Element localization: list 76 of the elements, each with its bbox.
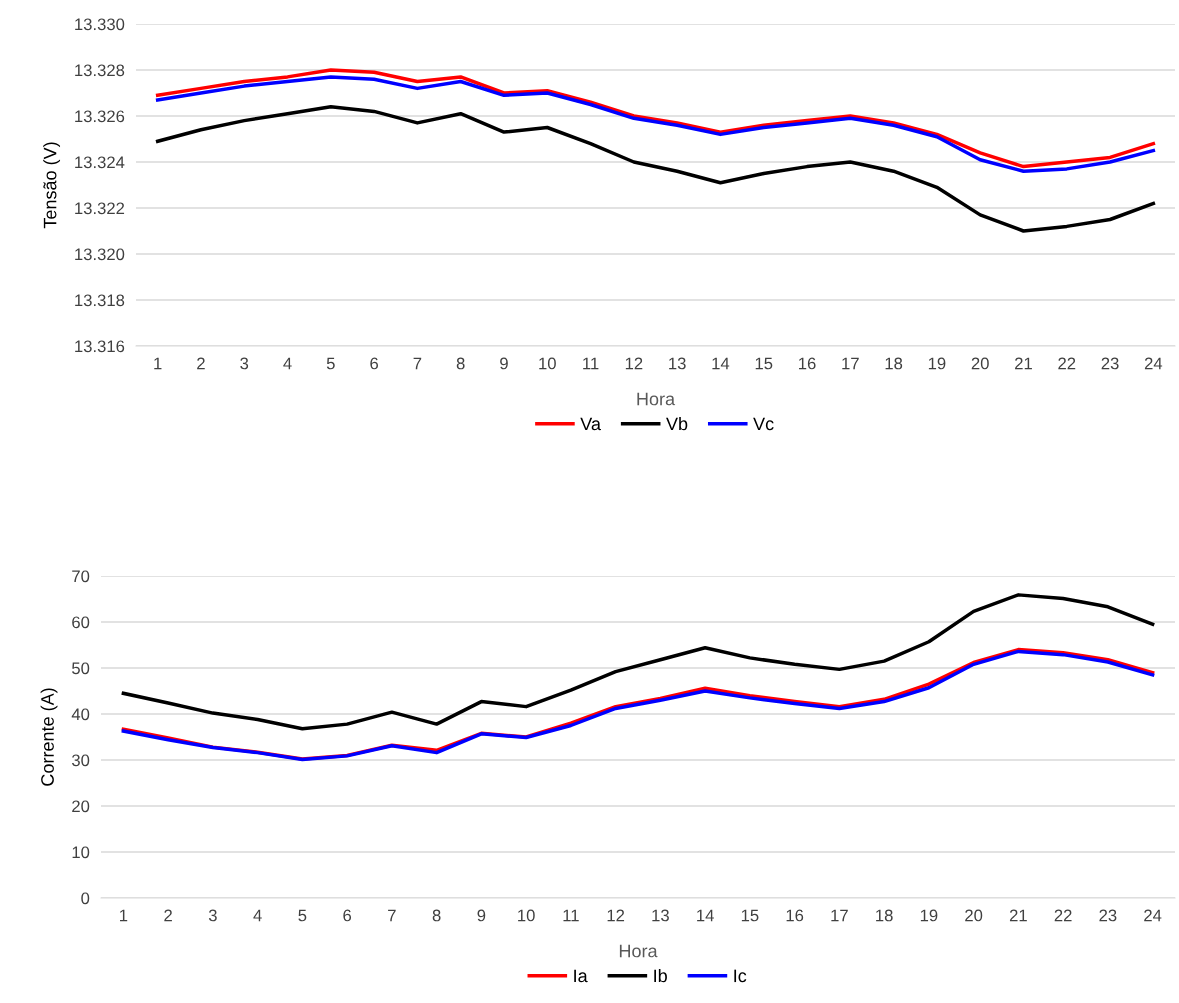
x-tick-label: 19 [928, 357, 946, 370]
x-tick-label: 14 [712, 357, 730, 370]
x-tick-label: 13 [669, 357, 686, 370]
x-axis-title: Hora [619, 944, 658, 958]
x-tick-label: 10 [539, 357, 556, 370]
x-tick-label: 4 [283, 357, 292, 370]
legend-label: Vc [753, 417, 774, 431]
legend-label: Vb [666, 416, 688, 431]
x-tick-label: 14 [697, 909, 714, 922]
x-tick-label: 6 [343, 909, 352, 922]
x-tick-label: 16 [799, 357, 816, 370]
x-tick-label: 11 [583, 357, 599, 370]
y-tick-label: 40 [71, 708, 90, 721]
x-tick-label: 20 [971, 357, 989, 370]
x-tick-label: 21 [1009, 909, 1027, 922]
x-tick-label: 2 [164, 909, 172, 922]
x-tick-label: 18 [885, 357, 903, 370]
x-tick-label: 3 [208, 909, 217, 922]
x-tick-label: 15 [755, 357, 773, 370]
x-tick-label: 17 [831, 909, 848, 922]
x-tick-label: 3 [240, 357, 249, 370]
x-tick-label: 22 [1054, 909, 1072, 922]
y-tick-label: 10 [72, 846, 90, 859]
x-tick-label: 16 [786, 909, 804, 922]
y-tick-label: 13.316 [75, 340, 125, 353]
x-tick-label: 12 [625, 357, 643, 370]
y-tick-label: 70 [72, 570, 90, 583]
legend-label: Ic [734, 969, 747, 983]
x-tick-label: 24 [1144, 909, 1162, 922]
x-tick-label: 12 [607, 909, 625, 922]
x-tick-label: 9 [477, 909, 486, 922]
x-tick-label: 1 [120, 909, 128, 922]
y-tick-label: 13.320 [75, 248, 125, 261]
y-tick-label: 13.328 [75, 64, 125, 77]
legend-label: Ia [574, 969, 588, 983]
y-tick-label: 13.326 [75, 110, 125, 123]
x-tick-label: 18 [876, 909, 893, 922]
x-tick-label: 20 [965, 909, 983, 922]
y-tick-label: 13.330 [75, 18, 125, 31]
x-tick-label: 5 [326, 357, 335, 370]
x-tick-label: 9 [500, 357, 508, 370]
y-tick-label: 50 [72, 662, 90, 675]
y-axis-title: Corrente (A) [40, 688, 58, 786]
x-tick-label: 4 [253, 909, 262, 922]
y-tick-label: 13.324 [75, 156, 125, 169]
x-tick-label: 10 [518, 909, 535, 922]
y-tick-label: 20 [72, 800, 90, 813]
x-tick-label: 5 [298, 909, 307, 922]
x-tick-label: 7 [388, 909, 396, 922]
line-series [121, 593, 1155, 731]
x-tick-label: 23 [1101, 357, 1119, 370]
line-series [155, 105, 1156, 233]
y-tick-label: 30 [71, 754, 90, 767]
x-tick-label: 8 [432, 909, 441, 922]
x-axis-title: Hora [637, 392, 676, 406]
legend-label: Ib [654, 968, 667, 983]
x-tick-label: 21 [1015, 357, 1032, 370]
x-tick-label: 8 [456, 357, 465, 370]
y-tick-label: 13.318 [75, 294, 125, 307]
x-tick-label: 7 [413, 357, 422, 370]
y-axis-title: Tensão (V) [43, 142, 61, 229]
x-tick-label: 11 [563, 909, 579, 922]
y-tick-label: 13.322 [75, 202, 125, 215]
x-tick-label: 22 [1058, 357, 1076, 370]
x-tick-label: 6 [370, 357, 379, 370]
x-tick-label: 23 [1099, 909, 1117, 922]
legend-label: Va [580, 417, 601, 431]
x-tick-label: 2 [197, 357, 205, 370]
y-tick-label: 0 [81, 892, 90, 905]
x-tick-label: 15 [741, 909, 759, 922]
y-tick-label: 60 [72, 616, 90, 629]
x-tick-label: 17 [842, 357, 859, 370]
x-tick-label: 1 [154, 357, 162, 370]
x-tick-label: 24 [1144, 357, 1163, 370]
x-tick-label: 19 [920, 909, 938, 922]
x-tick-label: 13 [652, 909, 669, 922]
